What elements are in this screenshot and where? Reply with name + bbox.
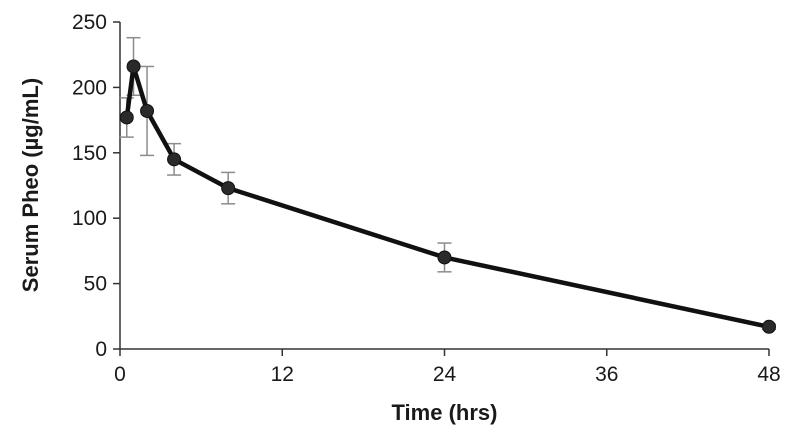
data-point [167, 152, 182, 167]
data-point [762, 319, 776, 334]
x-tick-label: 0 [114, 363, 126, 386]
y-tick-label: 0 [95, 338, 107, 361]
y-axis-title: Serum Pheo (µg/mL) [18, 78, 43, 292]
y-tick-label: 100 [72, 207, 107, 230]
x-tick-label: 36 [595, 363, 618, 386]
y-tick-label: 50 [84, 273, 107, 296]
data-point [140, 103, 155, 118]
axes [119, 22, 769, 350]
x-tick-label: 48 [757, 363, 780, 386]
series-line [124, 64, 772, 330]
y-tick-label: 150 [72, 142, 107, 165]
y-tick-label: 200 [72, 76, 107, 99]
data-points [119, 59, 776, 334]
x-tick-label: 12 [271, 363, 294, 386]
data-point [221, 181, 236, 196]
x-axis-title: Time (hrs) [392, 400, 498, 425]
y-ticks: 0 50 100 150 200 250 [72, 11, 120, 361]
x-tick-label: 24 [433, 363, 457, 386]
data-point [126, 59, 141, 74]
x-ticks: 0 12 24 36 48 [114, 349, 781, 386]
data-point [437, 250, 452, 265]
data-point [119, 110, 134, 125]
y-tick-label: 250 [72, 11, 107, 34]
